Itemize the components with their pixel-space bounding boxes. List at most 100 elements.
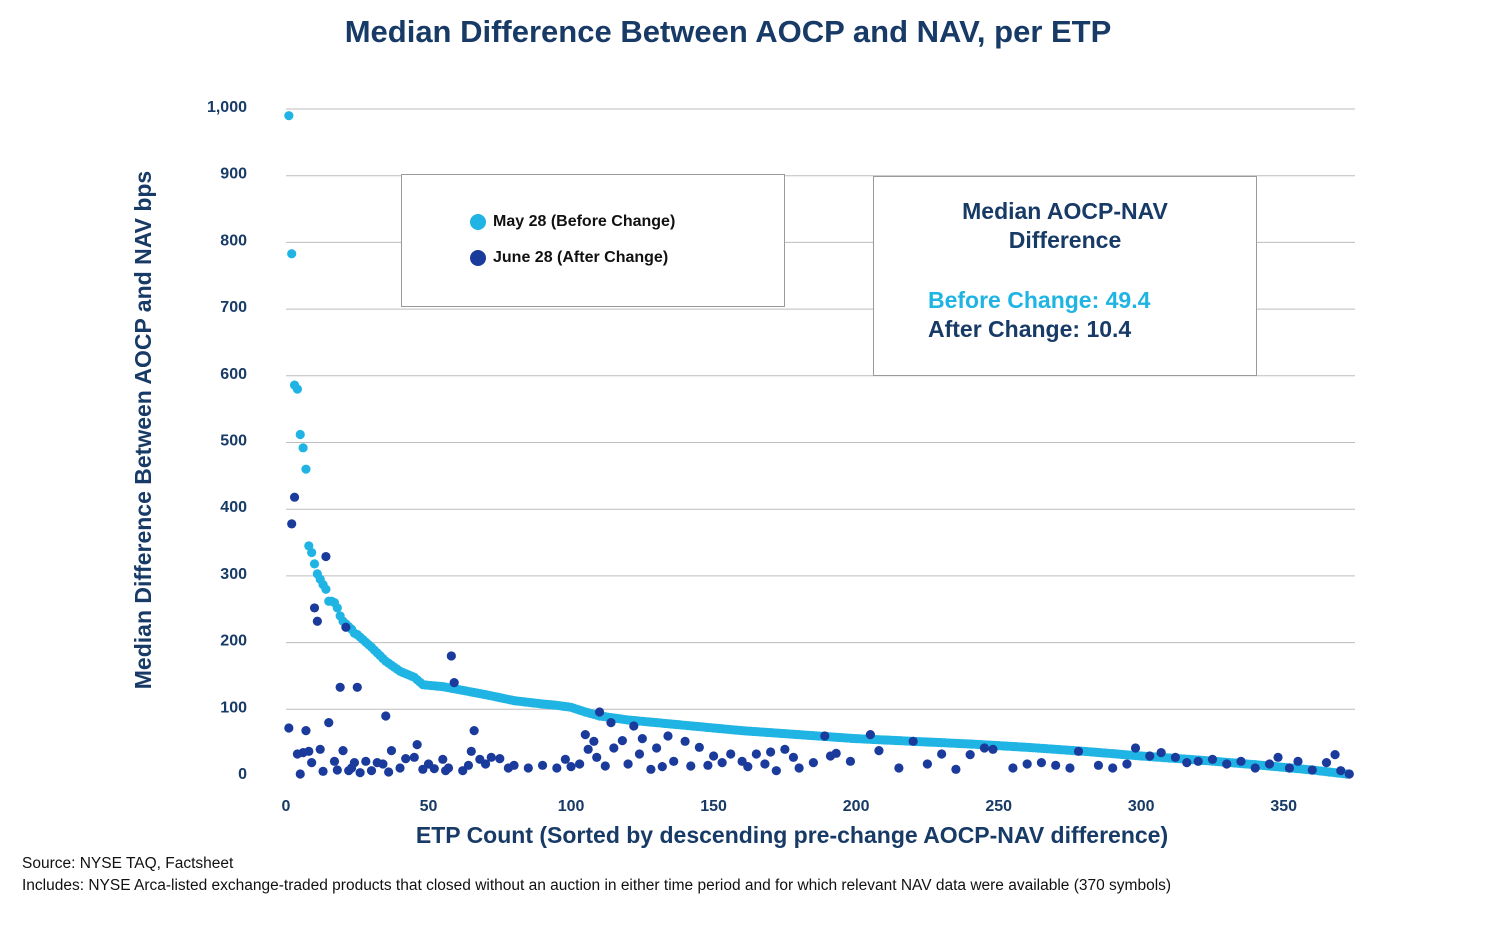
after-point bbox=[1344, 769, 1354, 779]
after-point bbox=[335, 682, 345, 692]
after-point bbox=[1036, 758, 1047, 768]
after-point bbox=[287, 519, 297, 529]
after-point bbox=[965, 750, 975, 760]
x-tick-label: 100 bbox=[558, 798, 585, 815]
after-point bbox=[583, 744, 593, 754]
x-tick-label: 0 bbox=[282, 798, 291, 815]
stats-box-title: Median AOCP-NAV Difference bbox=[962, 198, 1168, 253]
y-tick-label: 400 bbox=[220, 499, 247, 516]
after-point bbox=[480, 759, 491, 769]
after-point bbox=[788, 752, 799, 762]
after-point bbox=[1207, 754, 1218, 764]
legend-label-before: May 28 (Before Change) bbox=[493, 213, 676, 230]
after-point bbox=[466, 746, 476, 756]
after-point bbox=[307, 758, 317, 768]
after-point bbox=[304, 746, 314, 756]
after-point bbox=[378, 759, 388, 769]
after-change-median: After Change: 10.4 bbox=[928, 316, 1132, 342]
after-point bbox=[361, 756, 371, 766]
after-point bbox=[820, 731, 830, 741]
y-tick-label: 700 bbox=[220, 299, 247, 316]
x-tick-label: 350 bbox=[1270, 798, 1297, 815]
y-tick-label: 900 bbox=[220, 166, 247, 183]
after-point bbox=[1122, 759, 1132, 769]
after-point bbox=[537, 760, 548, 770]
after-point bbox=[463, 760, 474, 770]
after-point bbox=[726, 749, 736, 759]
after-point bbox=[352, 682, 362, 692]
after-point bbox=[1307, 765, 1317, 775]
after-point bbox=[1051, 760, 1061, 770]
legend-item-after: June 28 (After Change) bbox=[470, 249, 668, 267]
after-point bbox=[1222, 759, 1232, 769]
chart-title: Median Difference Between AOCP and NAV, … bbox=[344, 14, 1112, 49]
legend-label-after: June 28 (After Change) bbox=[493, 249, 669, 266]
y-tick-label: 500 bbox=[220, 433, 247, 450]
after-point bbox=[401, 754, 411, 764]
after-point bbox=[580, 730, 590, 740]
after-point bbox=[1182, 758, 1192, 768]
after-point bbox=[315, 744, 325, 754]
y-tick-label: 200 bbox=[220, 633, 247, 650]
after-point bbox=[1293, 756, 1303, 766]
after-point bbox=[717, 758, 727, 768]
after-point bbox=[495, 754, 505, 764]
y-tick-label: 600 bbox=[220, 366, 247, 383]
before-change-median: Before Change: 49.4 bbox=[928, 287, 1151, 313]
after-point bbox=[284, 723, 294, 733]
after-point bbox=[808, 758, 818, 768]
after-point bbox=[1321, 758, 1332, 768]
y-tick-label: 0 bbox=[238, 766, 247, 783]
after-point bbox=[321, 551, 331, 562]
after-point bbox=[309, 603, 320, 613]
x-tick-label: 250 bbox=[985, 798, 1012, 815]
after-point bbox=[312, 616, 322, 626]
after-point bbox=[552, 763, 562, 773]
after-point bbox=[1273, 752, 1283, 762]
y-tick-label: 100 bbox=[220, 699, 247, 716]
after-point bbox=[694, 742, 704, 752]
before-point bbox=[307, 547, 317, 558]
after-point bbox=[951, 764, 961, 774]
after-point bbox=[686, 761, 696, 771]
y-tick-label: 300 bbox=[220, 566, 247, 583]
after-point bbox=[780, 744, 790, 754]
after-point bbox=[1008, 763, 1018, 773]
after-point bbox=[617, 736, 627, 746]
after-point bbox=[1284, 763, 1295, 773]
source-note: Source: NYSE TAQ, Factsheet bbox=[22, 855, 234, 872]
after-point bbox=[680, 736, 690, 746]
after-point bbox=[1022, 759, 1032, 769]
after-point bbox=[324, 718, 334, 728]
after-point bbox=[594, 707, 605, 717]
legend-item-before: May 28 (Before Change) bbox=[470, 213, 675, 231]
after-point bbox=[295, 769, 305, 779]
after-point bbox=[743, 762, 753, 772]
after-point bbox=[629, 721, 639, 731]
after-point bbox=[443, 763, 454, 773]
after-point bbox=[446, 651, 456, 661]
after-point bbox=[589, 736, 599, 746]
after-point bbox=[669, 756, 679, 766]
after-point bbox=[760, 759, 770, 769]
after-point bbox=[341, 622, 351, 632]
after-point bbox=[1250, 763, 1260, 773]
legend: May 28 (Before Change) June 28 (After Ch… bbox=[401, 174, 785, 307]
before-point bbox=[301, 464, 311, 474]
after-point bbox=[1065, 763, 1075, 773]
after-point bbox=[560, 754, 570, 764]
before-point bbox=[295, 429, 305, 440]
after-point bbox=[600, 761, 610, 771]
after-point bbox=[1170, 752, 1181, 762]
after-point bbox=[449, 678, 459, 688]
before-point bbox=[284, 111, 294, 121]
after-point bbox=[1145, 751, 1155, 761]
after-point bbox=[381, 711, 391, 721]
after-point bbox=[338, 746, 348, 756]
after-point bbox=[663, 731, 673, 741]
after-point bbox=[486, 752, 496, 762]
before-point bbox=[332, 603, 342, 613]
legend-marker-after bbox=[470, 250, 486, 266]
after-point bbox=[301, 726, 311, 736]
